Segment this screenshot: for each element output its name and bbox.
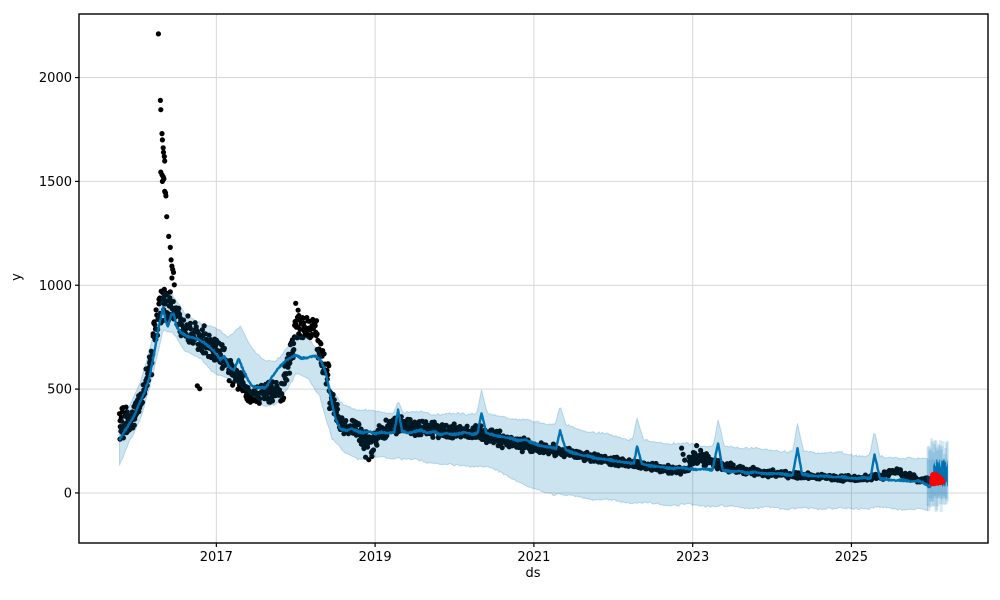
x-axis-label: ds xyxy=(525,566,541,581)
x-tick-label: 2019 xyxy=(359,550,392,565)
gridlines xyxy=(79,14,988,543)
y-tick-label: 1000 xyxy=(39,279,72,294)
y-tick-label: 1500 xyxy=(39,175,72,190)
axes-frame: 2017 2019 2021 2023 2025 0 500 1000 1500 2000 xyxy=(39,13,989,565)
y-tick-label: 0 xyxy=(64,486,72,501)
recent-highlight-points xyxy=(929,472,946,487)
observed-points xyxy=(116,31,935,486)
uncertainty-band xyxy=(119,290,929,512)
x-tick-label: 2017 xyxy=(200,550,233,565)
x-tick-label: 2021 xyxy=(517,550,550,565)
x-tick-label: 2025 xyxy=(835,550,868,565)
y-tick-label: 500 xyxy=(47,383,72,398)
forecast-line xyxy=(118,306,933,489)
y-axis-label: y xyxy=(9,273,25,281)
x-tick-label: 2023 xyxy=(676,550,709,565)
y-tick-label: 2000 xyxy=(39,71,72,86)
